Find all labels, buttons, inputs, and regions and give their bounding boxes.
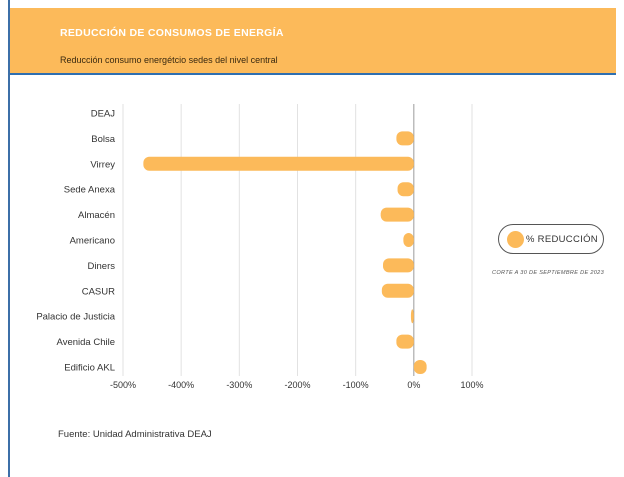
category-label: Avenida Chile (57, 337, 115, 348)
category-label: Palacio de Justicia (36, 312, 115, 323)
left-border (8, 0, 10, 477)
category-label: DEAJ (91, 109, 116, 120)
bar (397, 182, 414, 197)
bar (381, 283, 414, 298)
cutoff-note: CORTE A 30 DE SEPTIEMBRE DE 2023 (492, 270, 604, 276)
x-tick-label: -500% (110, 380, 136, 390)
category-label: Bolsa (91, 134, 115, 145)
x-tick-label: -100% (343, 380, 369, 390)
source-note: Fuente: Unidad Administrativa DEAJ (58, 429, 212, 440)
header-subtitle: Reducción consumo energétcio sedes del n… (60, 55, 278, 65)
bar (403, 233, 414, 247)
legend: % REDUCCIÓN (498, 224, 604, 254)
bar (396, 334, 414, 349)
bar (380, 207, 414, 222)
category-label: Virrey (90, 159, 115, 170)
category-label: Americano (70, 236, 115, 247)
category-label: Edificio AKL (64, 363, 115, 374)
category-label: Almacén (78, 210, 115, 221)
header-title: REDUCCIÓN DE CONSUMOS DE ENERGÍA (60, 27, 284, 39)
category-label: CASUR (82, 286, 115, 297)
bar (410, 309, 414, 324)
x-tick-label: 0% (407, 380, 420, 390)
x-tick-label: -400% (168, 380, 194, 390)
header-banner: REDUCCIÓN DE CONSUMOS DE ENERGÍA Reducci… (10, 8, 616, 75)
bar (383, 258, 414, 273)
legend-label: % REDUCCIÓN (526, 233, 598, 245)
bar (396, 131, 414, 146)
x-tick-label: -200% (284, 380, 310, 390)
category-label: Sede Anexa (64, 185, 116, 196)
bar (143, 156, 414, 171)
bar (413, 360, 427, 374)
x-tick-label: 100% (460, 380, 483, 390)
x-tick-label: -300% (226, 380, 252, 390)
category-label: Diners (88, 261, 116, 272)
legend-swatch-icon (507, 230, 524, 248)
